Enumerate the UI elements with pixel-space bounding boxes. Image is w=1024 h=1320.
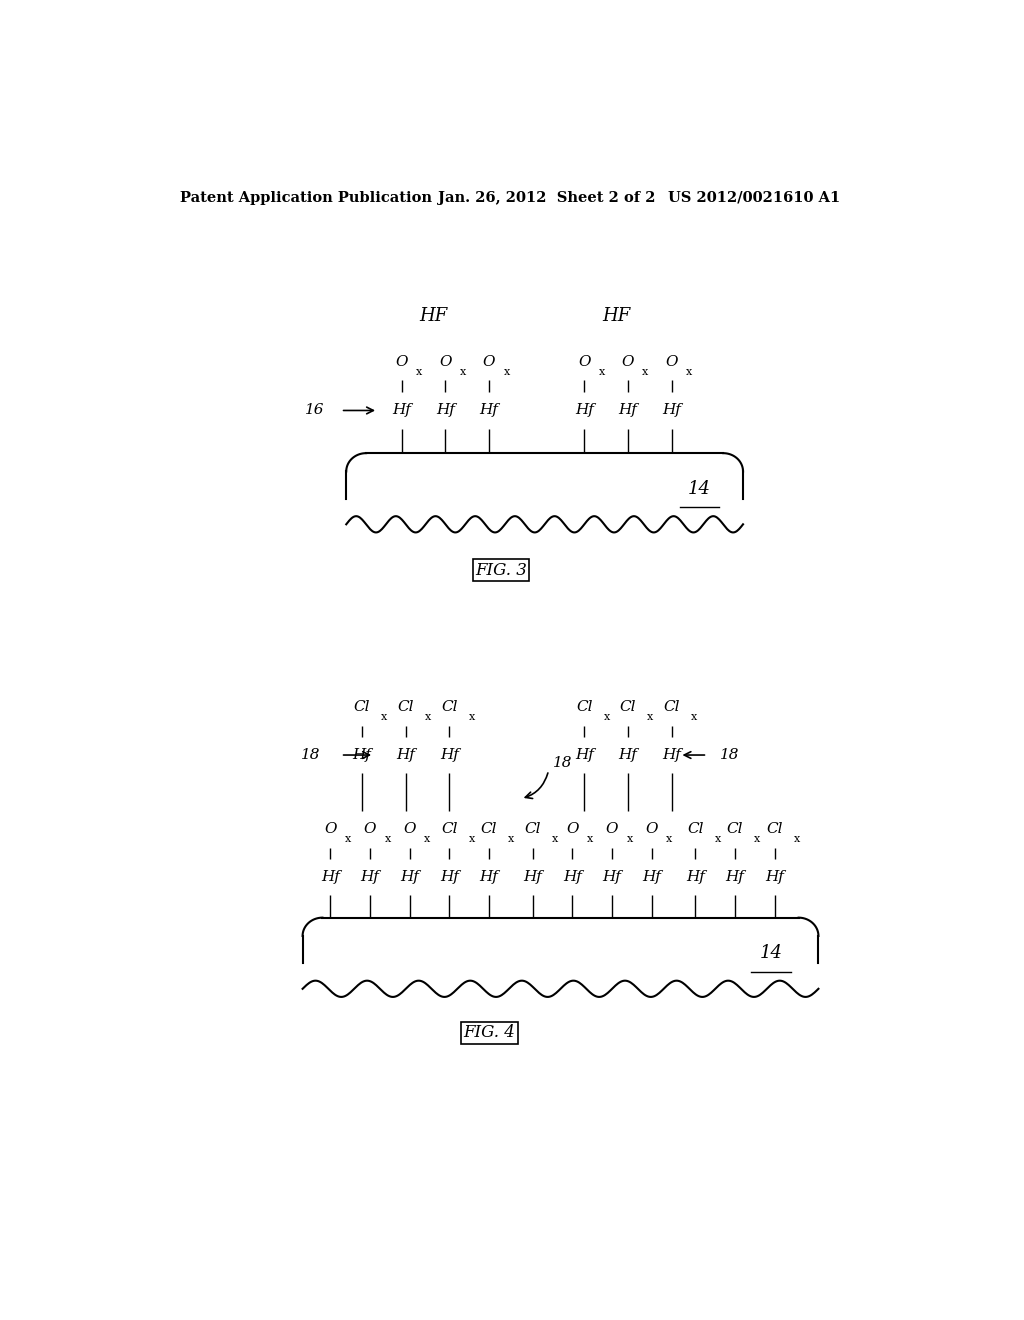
Text: x: x <box>666 834 673 845</box>
Text: x: x <box>552 834 558 845</box>
Text: O: O <box>395 355 408 368</box>
Text: O: O <box>566 822 579 837</box>
Text: 18: 18 <box>553 756 572 770</box>
Text: Cl: Cl <box>767 822 783 837</box>
Text: x: x <box>345 834 351 845</box>
Text: O: O <box>579 355 591 368</box>
Text: Hf: Hf <box>726 870 744 884</box>
Text: Cl: Cl <box>524 822 541 837</box>
Text: O: O <box>606 822 618 837</box>
Text: Hf: Hf <box>765 870 784 884</box>
Text: Cl: Cl <box>727 822 743 837</box>
Text: Hf: Hf <box>400 870 419 884</box>
Text: 18: 18 <box>720 748 739 762</box>
Text: Patent Application Publication: Patent Application Publication <box>179 191 431 205</box>
Text: Hf: Hf <box>618 404 637 417</box>
Text: Cl: Cl <box>354 700 371 714</box>
Text: Cl: Cl <box>397 700 414 714</box>
Text: Hf: Hf <box>440 748 459 762</box>
Text: Hf: Hf <box>523 870 542 884</box>
Text: x: x <box>416 367 422 376</box>
Text: O: O <box>439 355 452 368</box>
Text: O: O <box>622 355 634 368</box>
Text: Hf: Hf <box>603 870 622 884</box>
Text: O: O <box>364 822 376 837</box>
Text: FIG. 4: FIG. 4 <box>463 1024 515 1041</box>
Text: Cl: Cl <box>577 700 593 714</box>
Text: Cl: Cl <box>620 700 636 714</box>
Text: Hf: Hf <box>479 870 499 884</box>
Text: Hf: Hf <box>642 870 662 884</box>
Text: Hf: Hf <box>352 748 372 762</box>
Text: Hf: Hf <box>563 870 582 884</box>
Text: x: x <box>460 367 466 376</box>
Text: Hf: Hf <box>396 748 415 762</box>
Text: x: x <box>691 713 697 722</box>
Text: HF: HF <box>602 308 630 325</box>
Text: Hf: Hf <box>360 870 380 884</box>
Text: x: x <box>469 713 475 722</box>
Text: x: x <box>504 367 510 376</box>
Text: Hf: Hf <box>479 404 499 417</box>
Text: x: x <box>647 713 653 722</box>
Text: 14: 14 <box>760 944 782 962</box>
Text: x: x <box>508 834 514 845</box>
Text: x: x <box>424 834 430 845</box>
Text: O: O <box>325 822 337 837</box>
Text: 18: 18 <box>301 748 321 762</box>
Text: Hf: Hf <box>440 870 459 884</box>
Text: Hf: Hf <box>663 404 681 417</box>
Text: FIG. 3: FIG. 3 <box>475 561 527 578</box>
Text: x: x <box>425 713 431 722</box>
Text: Hf: Hf <box>574 404 594 417</box>
Text: Jan. 26, 2012  Sheet 2 of 2: Jan. 26, 2012 Sheet 2 of 2 <box>437 191 655 205</box>
Text: x: x <box>384 834 390 845</box>
Text: O: O <box>645 822 658 837</box>
Text: HF: HF <box>420 308 447 325</box>
Text: Hf: Hf <box>574 748 594 762</box>
Text: x: x <box>587 834 593 845</box>
Text: Cl: Cl <box>441 822 458 837</box>
Text: Cl: Cl <box>441 700 458 714</box>
Text: O: O <box>483 355 496 368</box>
Text: x: x <box>627 834 633 845</box>
Text: Hf: Hf <box>321 870 340 884</box>
Text: x: x <box>381 713 387 722</box>
Text: Cl: Cl <box>481 822 498 837</box>
Text: Hf: Hf <box>686 870 705 884</box>
Text: Hf: Hf <box>436 404 455 417</box>
Text: O: O <box>666 355 678 368</box>
Text: x: x <box>469 834 475 845</box>
Text: x: x <box>715 834 721 845</box>
Text: x: x <box>599 367 605 376</box>
Text: Hf: Hf <box>618 748 637 762</box>
Text: Hf: Hf <box>663 748 681 762</box>
Text: x: x <box>794 834 800 845</box>
Text: x: x <box>603 713 609 722</box>
Text: Hf: Hf <box>392 404 412 417</box>
Text: O: O <box>403 822 416 837</box>
Text: Cl: Cl <box>664 700 680 714</box>
Text: x: x <box>755 834 761 845</box>
Text: 14: 14 <box>688 479 711 498</box>
Text: 16: 16 <box>305 404 325 417</box>
Text: US 2012/0021610 A1: US 2012/0021610 A1 <box>668 191 840 205</box>
Text: Cl: Cl <box>687 822 703 837</box>
Text: x: x <box>642 367 648 376</box>
Text: x: x <box>686 367 692 376</box>
